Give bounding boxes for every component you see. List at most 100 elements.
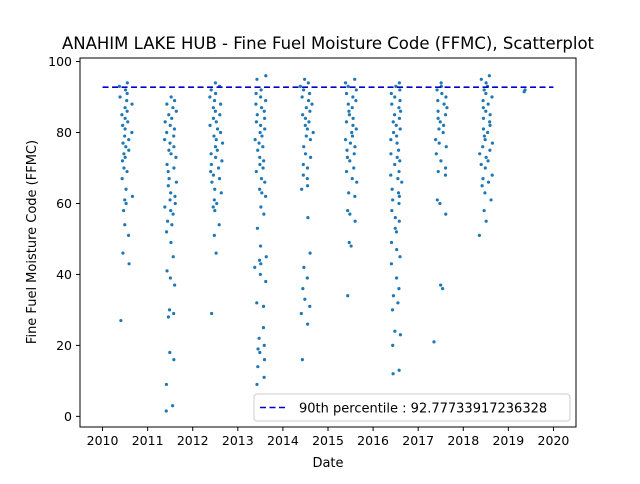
point-2010-24 xyxy=(126,120,130,124)
point-2015-24 xyxy=(351,116,355,120)
point-2013-24 xyxy=(263,180,267,184)
point-2015-2 xyxy=(347,240,351,245)
point-2015-30 xyxy=(351,95,355,99)
point-2015-3 xyxy=(353,219,357,223)
point-2012-27 xyxy=(214,120,218,124)
point-2013-45 xyxy=(264,98,268,103)
point-2016-13 xyxy=(389,240,394,245)
point-2013-30 xyxy=(258,155,262,159)
point-2012-29 xyxy=(218,113,222,117)
point-2010-15 xyxy=(122,152,126,156)
point-2018-30 xyxy=(484,91,488,96)
point-2015-8 xyxy=(355,180,359,184)
point-2012-9 xyxy=(213,187,217,191)
point-2016-35 xyxy=(395,134,399,138)
point-2018-1 xyxy=(484,219,488,223)
point-2013-22 xyxy=(260,191,264,195)
point-2014-25 xyxy=(303,116,308,120)
point-2013-12 xyxy=(258,272,262,277)
point-2013-36 xyxy=(258,130,262,135)
point-2015-32 xyxy=(354,88,358,92)
point-2010-25 xyxy=(123,116,127,120)
point-2011-15 xyxy=(166,219,170,223)
point-2014-13 xyxy=(301,173,305,177)
point-2016-12 xyxy=(395,248,399,252)
point-2014-9 xyxy=(306,216,310,220)
point-2015-5 xyxy=(346,208,350,213)
point-2010-7 xyxy=(123,198,127,202)
point-2010-19 xyxy=(127,138,131,142)
point-2013-46 xyxy=(258,95,263,99)
point-2012-5 xyxy=(211,205,215,209)
point-2011-1 xyxy=(171,404,175,408)
point-2016-20 xyxy=(391,198,395,202)
point-2014-2 xyxy=(299,311,303,316)
point-2012-4 xyxy=(213,208,217,213)
point-2016-46 xyxy=(393,95,397,99)
point-2016-28 xyxy=(393,162,397,167)
x-axis-label: Date xyxy=(312,456,343,471)
point-2016-18 xyxy=(390,208,394,213)
point-2017-25 xyxy=(440,91,444,96)
point-2016-36 xyxy=(391,130,396,135)
point-2014-23 xyxy=(303,123,307,128)
point-2013-43 xyxy=(259,106,264,110)
point-2018-13 xyxy=(478,152,482,156)
point-2018-27 xyxy=(486,102,490,106)
point-2016-37 xyxy=(398,127,402,131)
point-2013-10 xyxy=(255,301,259,305)
point-2011-20 xyxy=(168,198,172,202)
point-2010-8 xyxy=(130,194,135,198)
point-2011-8 xyxy=(173,283,177,287)
point-2016-10 xyxy=(389,262,394,266)
point-2017-10 xyxy=(434,152,438,156)
point-2014-17 xyxy=(303,152,308,156)
point-2011-17 xyxy=(169,208,173,213)
point-2013-37 xyxy=(263,127,267,131)
y-axis: 0 20 40 60 80 100 xyxy=(48,54,80,424)
point-2013-50 xyxy=(264,74,268,78)
point-2018-14 xyxy=(488,148,492,152)
y-axis-label: Fine Fuel Moisture Code (FFMC) xyxy=(25,140,40,344)
point-2018-24 xyxy=(488,113,492,117)
point-2017-15 xyxy=(437,127,441,131)
point-2014-24 xyxy=(307,120,311,124)
point-2011-32 xyxy=(172,145,176,149)
x-tick-label-2016: 2016 xyxy=(357,433,389,448)
point-2013-23 xyxy=(258,187,262,191)
point-2016-3 xyxy=(398,333,403,337)
point-2013-27 xyxy=(261,166,265,170)
point-2013-13 xyxy=(253,265,257,269)
point-2013-44 xyxy=(254,102,258,106)
point-2011-33 xyxy=(168,141,172,145)
point-2018-7 xyxy=(481,177,485,181)
plot-area-frame xyxy=(79,57,577,428)
point-2016-14 xyxy=(394,230,399,234)
x-tick-label-2017: 2017 xyxy=(402,433,434,448)
point-2010-14 xyxy=(123,155,127,159)
point-2013-32 xyxy=(261,145,265,149)
point-2013-5 xyxy=(256,347,260,351)
point-2015-14 xyxy=(352,152,356,156)
point-2016-31 xyxy=(389,152,393,156)
point-2011-11 xyxy=(171,255,175,259)
point-2014-4 xyxy=(303,297,307,301)
point-2016-47 xyxy=(389,91,393,96)
point-2015-31 xyxy=(344,91,349,96)
x-tick-label-2013: 2013 xyxy=(222,433,254,448)
point-2012-1 xyxy=(214,251,218,255)
point-2010-4 xyxy=(123,223,127,227)
point-2012-21 xyxy=(220,141,225,145)
point-2017-24 xyxy=(444,95,448,99)
point-2014-32 xyxy=(307,91,312,96)
point-2015-4 xyxy=(348,212,352,216)
point-2011-34 xyxy=(163,138,167,142)
point-2012-38 xyxy=(213,81,218,85)
point-2012-3 xyxy=(217,223,221,227)
y-tick-label-20: 20 xyxy=(56,338,72,353)
point-2012-12 xyxy=(211,173,216,177)
point-2012-35 xyxy=(214,91,218,96)
point-2015-12 xyxy=(348,159,352,163)
y-tick-label-80: 80 xyxy=(56,125,72,140)
point-2014-26 xyxy=(301,113,305,117)
